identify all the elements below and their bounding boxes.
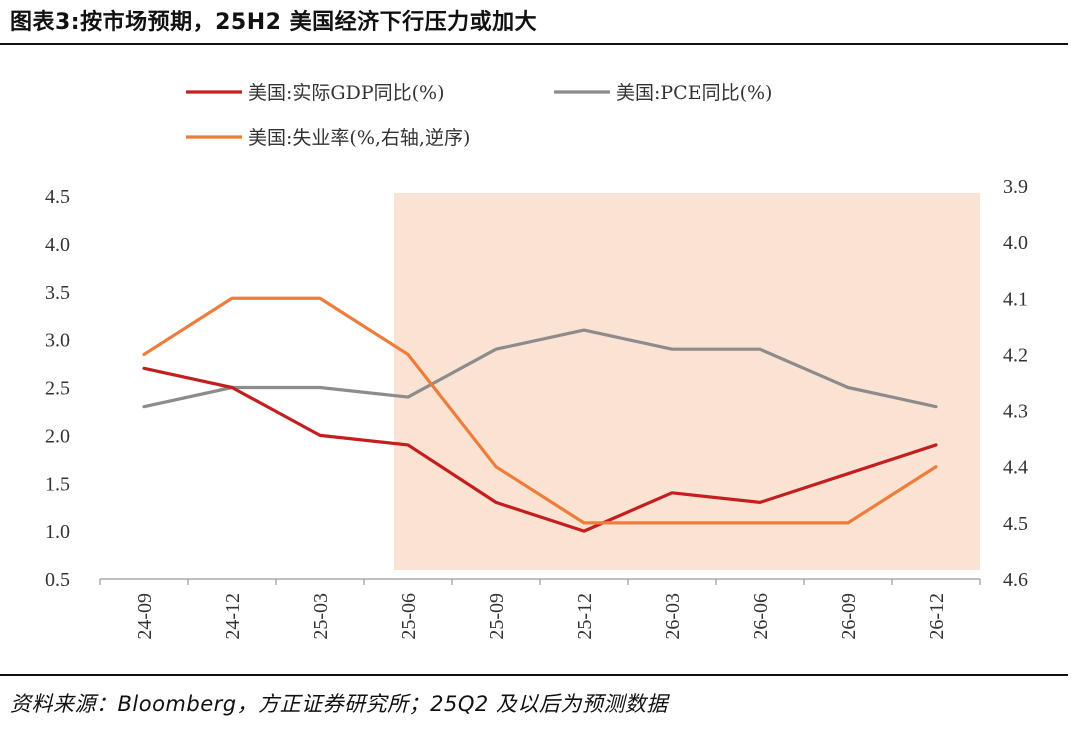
- legend-label: 美国:实际GDP同比(%): [248, 82, 444, 104]
- right-tick-label: 4.1: [1003, 288, 1028, 310]
- title-rule: [0, 43, 1068, 45]
- source-rule: [0, 674, 1068, 676]
- x-tick-label: 26-09: [838, 593, 860, 640]
- x-tick-label: 24-12: [222, 593, 244, 640]
- series-line-2: [142, 328, 938, 409]
- x-tick-label: 25-12: [574, 593, 596, 640]
- page-title: 图表3:按市场预期，25H2 美国经济下行压力或加大: [10, 10, 538, 35]
- left-tick-label: 2.5: [45, 378, 70, 400]
- left-tick-label: 0.5: [45, 569, 70, 591]
- right-tick-label: 4.6: [1003, 569, 1028, 591]
- right-tick-label: 4.3: [1003, 401, 1028, 423]
- left-tick-label: 2.0: [45, 425, 70, 447]
- line-chart: 24-09 24-12 25-03 25-06 25-09 25-12 26-03 26-06…: [45, 82, 1028, 640]
- series-line-1: [142, 366, 938, 533]
- right-tick-label: 4.0: [1003, 232, 1028, 254]
- x-tick-label: 25-09: [486, 593, 508, 640]
- x-tick-label: 25-03: [310, 593, 332, 640]
- right-tick-label: 3.9: [1003, 176, 1028, 198]
- legend-label: 美国:PCE同比(%): [616, 82, 772, 104]
- left-tick-label: 4.5: [45, 186, 70, 208]
- x-tick-label: 24-09: [134, 593, 156, 640]
- left-tick-label: 1.0: [45, 521, 70, 543]
- x-tick-label: 25-06: [398, 593, 420, 640]
- right-tick-label: 4.4: [1003, 457, 1028, 479]
- left-tick-label: 4.0: [45, 234, 70, 256]
- x-tick-label: 26-12: [926, 593, 948, 640]
- series-line-3: [142, 296, 938, 525]
- legend-label: 美国:失业率(%,右轴,逆序): [248, 127, 470, 149]
- source-note: 资料来源：Bloomberg，方正证券研究所；25Q2 及以后为预测数据: [10, 692, 668, 716]
- left-tick-label: 1.5: [45, 473, 70, 495]
- left-tick-label: 3.5: [45, 282, 70, 304]
- right-tick-label: 4.5: [1003, 513, 1028, 535]
- left-tick-label: 3.0: [45, 330, 70, 352]
- right-tick-label: 4.2: [1003, 344, 1028, 366]
- x-tick-label: 26-06: [750, 593, 772, 640]
- forecast-shade: [394, 193, 980, 570]
- x-tick-label: 26-03: [662, 593, 684, 640]
